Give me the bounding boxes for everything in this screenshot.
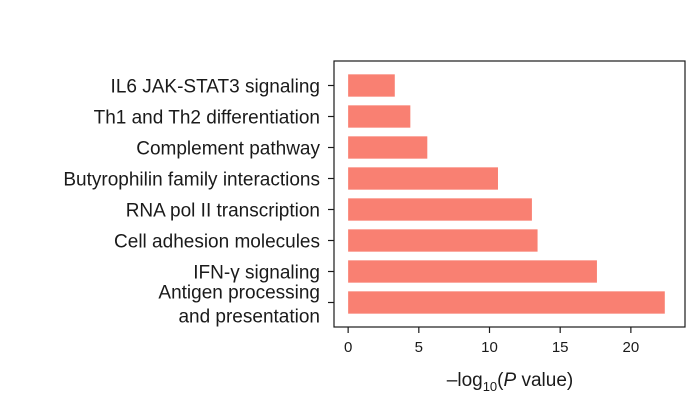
x-axis-title-sub: 10 [483,379,497,394]
x-axis-title-italic: P [504,370,517,391]
bar-3 [348,136,428,159]
category-label-7: IFN-γ signaling [193,263,320,284]
x-axis-title: –log10(P value) [447,370,573,394]
category-label-3: Complement pathway [136,139,320,160]
bar-2 [348,105,411,128]
x-axis-title-pre: –log [447,370,483,391]
x-tick-label-15: 15 [552,339,569,356]
category-label-8-line-2: and presentation [178,307,320,328]
x-axis-title-post: value) [516,370,573,391]
x-ticks: 0 5 10 15 20 [344,327,639,356]
x-tick-label-5: 5 [415,339,423,356]
category-label-8-line-1: Antigen processing [158,283,320,304]
category-label-5: RNA pol II transcription [126,201,320,222]
x-tick-label-20: 20 [623,339,640,356]
category-label-2: Th1 and Th2 differentiation [94,108,320,129]
bar-1 [348,74,395,97]
bar-8 [348,291,665,314]
x-tick-label-10: 10 [481,339,498,356]
bar-7 [348,260,597,283]
bar-4 [348,167,498,190]
bars-group [348,74,665,314]
plot-frame [333,60,686,328]
category-label-1: IL6 JAK-STAT3 signaling [111,77,320,98]
category-labels: IL6 JAK-STAT3 signaling Th1 and Th2 diffe… [63,77,334,328]
bar-5 [348,198,532,221]
bar-6 [348,229,538,252]
x-axis-title-open: ( [497,370,504,391]
category-label-6: Cell adhesion molecules [114,232,320,253]
category-label-4: Butyrophilin family interactions [63,170,320,191]
x-tick-label-0: 0 [344,339,352,356]
